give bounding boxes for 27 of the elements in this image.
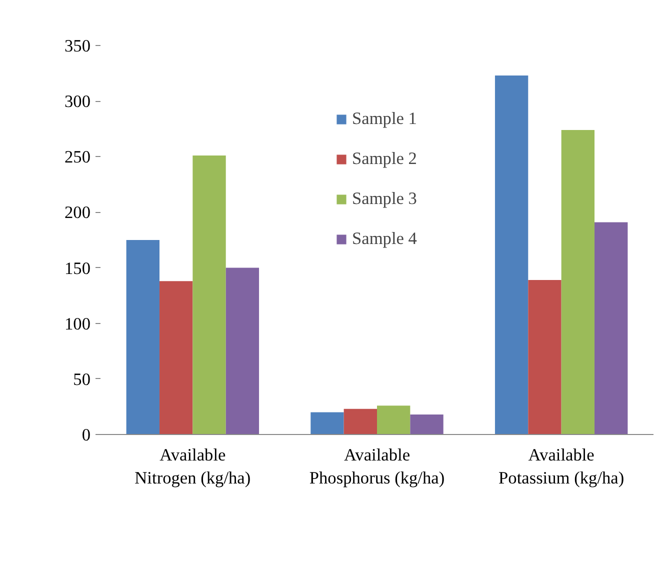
y-tick-label: 50 — [73, 370, 90, 389]
bar — [159, 281, 193, 434]
bar — [344, 408, 377, 434]
bar — [561, 130, 595, 434]
bar — [528, 280, 562, 434]
legend-label: Sample 1 — [352, 109, 417, 129]
bar — [377, 406, 410, 434]
legend-label: Sample 4 — [352, 229, 417, 249]
x-tick-label: Available Potassium (kg/ha) — [498, 446, 624, 488]
bar — [494, 76, 528, 434]
x-tick-label: Available Phosphorus (kg/ha) — [309, 446, 445, 488]
y-tick-label: 200 — [64, 203, 91, 222]
y-tick-label: 300 — [64, 92, 91, 112]
bar — [192, 156, 226, 434]
bar — [594, 222, 628, 434]
y-tick-label: 250 — [64, 148, 91, 167]
y-tick-label: 150 — [64, 258, 91, 278]
x-tick-label: Available Nitrogen (kg/ha) — [134, 446, 251, 488]
y-tick-label: 0 — [82, 426, 91, 444]
y-tick-label: 350 — [64, 36, 91, 56]
bar — [226, 268, 260, 434]
y-tick-label: 100 — [64, 314, 91, 334]
legend-label: Sample 3 — [352, 189, 417, 209]
legend-label: Sample 2 — [352, 149, 417, 169]
bar — [310, 412, 344, 434]
bar — [410, 414, 444, 434]
bar — [126, 240, 160, 434]
